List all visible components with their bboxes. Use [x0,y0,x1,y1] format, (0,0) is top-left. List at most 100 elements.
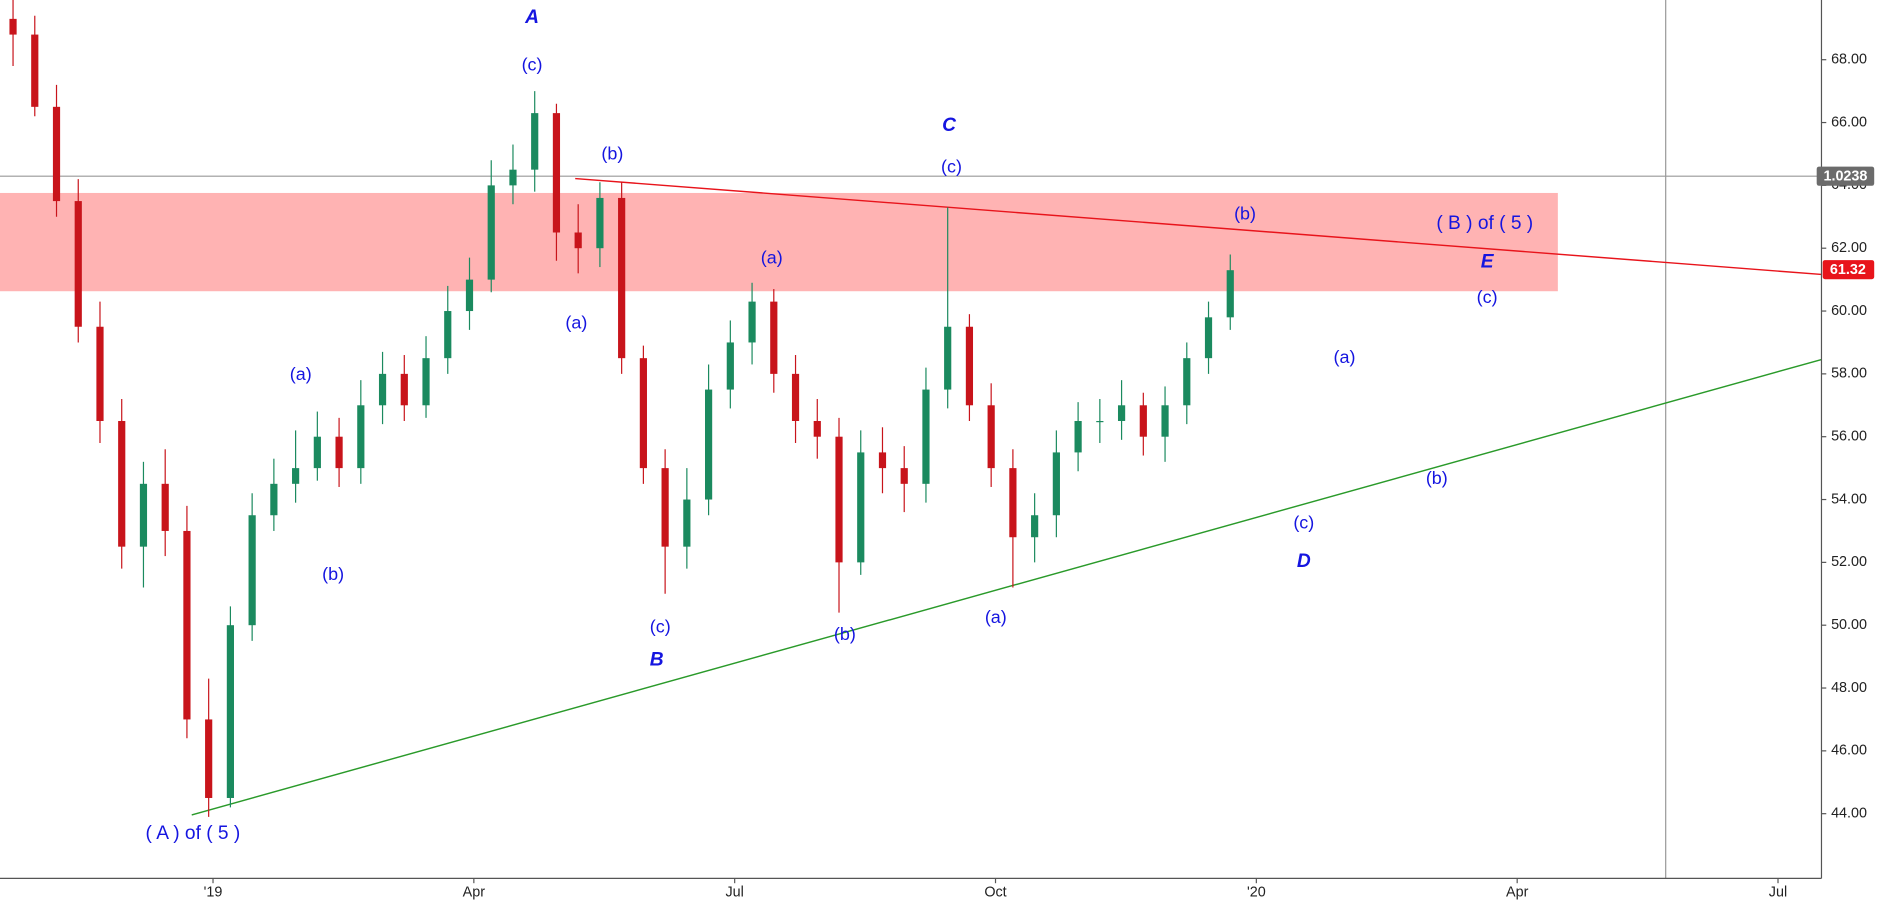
candle-body [183,530,191,720]
candle-body [1161,405,1169,437]
candle-body [1096,420,1104,423]
candle-body [770,301,778,374]
candle-body [226,625,234,798]
candle-body [1052,452,1060,516]
price-tag [1816,166,1875,186]
candle-body [1139,405,1147,437]
candles [9,0,1234,817]
wave-label: D [1297,551,1311,572]
candle-body [9,18,17,35]
candle-body [465,279,474,312]
y-tick-label: 52.00 [1831,554,1867,570]
x-tick-label: Oct [984,885,1006,900]
candle-body [1117,405,1126,421]
candle-body [378,373,387,406]
wave-label: (b) [601,143,623,163]
candle-body [552,113,561,233]
candle-body [922,389,930,484]
x-tick-label: Apr [1506,885,1529,900]
wave-label: E [1481,252,1495,273]
candle-body [1204,317,1213,359]
wave-label: ( B ) of ( 5 ) [1436,213,1533,234]
candle-body [357,405,365,469]
y-tick-label: 68.00 [1831,52,1867,68]
candle-body [248,515,256,626]
candle-body [639,358,647,469]
wave-label: (c) [1293,512,1314,532]
candle-body [726,342,734,390]
candle-body [618,197,626,359]
candle-body [205,719,213,798]
y-tick-label: 54.00 [1831,491,1867,507]
candle-body [574,232,582,249]
wave-label: (c) [522,55,543,75]
x-tick-label: Jul [1769,885,1787,900]
candle-body [1226,270,1234,318]
candle-body [509,169,517,186]
axes: 44.00 46.00 48.00 50.00 52.00 54.00 56.00 58.00… [204,52,1867,900]
candle-body [813,420,821,437]
candle-body [987,405,995,469]
candle-body [1009,468,1017,538]
candle-body [1074,420,1082,453]
last-price-label: 61.32 [1830,262,1866,278]
candle-body [270,483,278,516]
support-trendline [191,358,1822,816]
candle-body [139,483,148,547]
candle-body [74,201,82,327]
wave-label: (a) [761,248,783,268]
candle-body [835,436,843,563]
candle-body [704,389,713,500]
candle-body [596,197,604,249]
wave-label: C [942,115,957,136]
candle-body [791,373,800,421]
candle-body [422,358,430,406]
wave-label: (b) [1426,468,1448,488]
x-tick-label: '20 [1247,885,1266,900]
wave-label: (c) [1477,287,1498,307]
candle-body [878,452,887,469]
x-tick-label: '19 [204,885,223,900]
price-tag-label: 1.0238 [1823,169,1867,185]
candle-body [900,468,908,484]
wave-label: (a) [1334,347,1356,367]
wave-label: B [650,649,664,670]
wave-label: (a) [985,607,1007,627]
candle-body [444,311,452,359]
candle-body [857,452,865,563]
candle-body [1183,358,1191,406]
wave-label: (c) [941,157,962,177]
wave-label: (a) [290,364,312,384]
wave-label: (a) [565,312,587,332]
x-tick-label: Jul [725,885,743,900]
candle-body [661,468,669,547]
candle-body [161,483,169,531]
candle-body [52,106,61,202]
candle-body [487,185,495,280]
candle-body [748,301,756,343]
wave-label: (b) [834,624,856,644]
candle-body [31,34,39,107]
y-tick-label: 58.00 [1831,366,1867,382]
candle-body [965,326,974,406]
wave-label: ( A ) of ( 5 ) [146,823,241,844]
last-price-tag [1822,260,1875,280]
candle-body [531,113,539,170]
wave-label: A [524,7,539,28]
candle-body [1031,515,1039,538]
y-tick-label: 60.00 [1831,303,1867,319]
candle-body [118,420,126,547]
candle-body [335,436,343,469]
y-tick-label: 66.00 [1831,114,1867,130]
wave-label: (c) [650,617,671,637]
y-tick-label: 44.00 [1831,805,1867,821]
x-tick-label: Apr [463,885,486,900]
resistance-zone [0,192,1558,292]
candle-body [683,499,691,547]
y-tick-label: 46.00 [1831,743,1867,759]
wave-label: (b) [1234,203,1256,223]
y-tick-label: 50.00 [1831,617,1867,633]
wave-label: (b) [322,564,344,584]
candle-body [313,436,321,469]
